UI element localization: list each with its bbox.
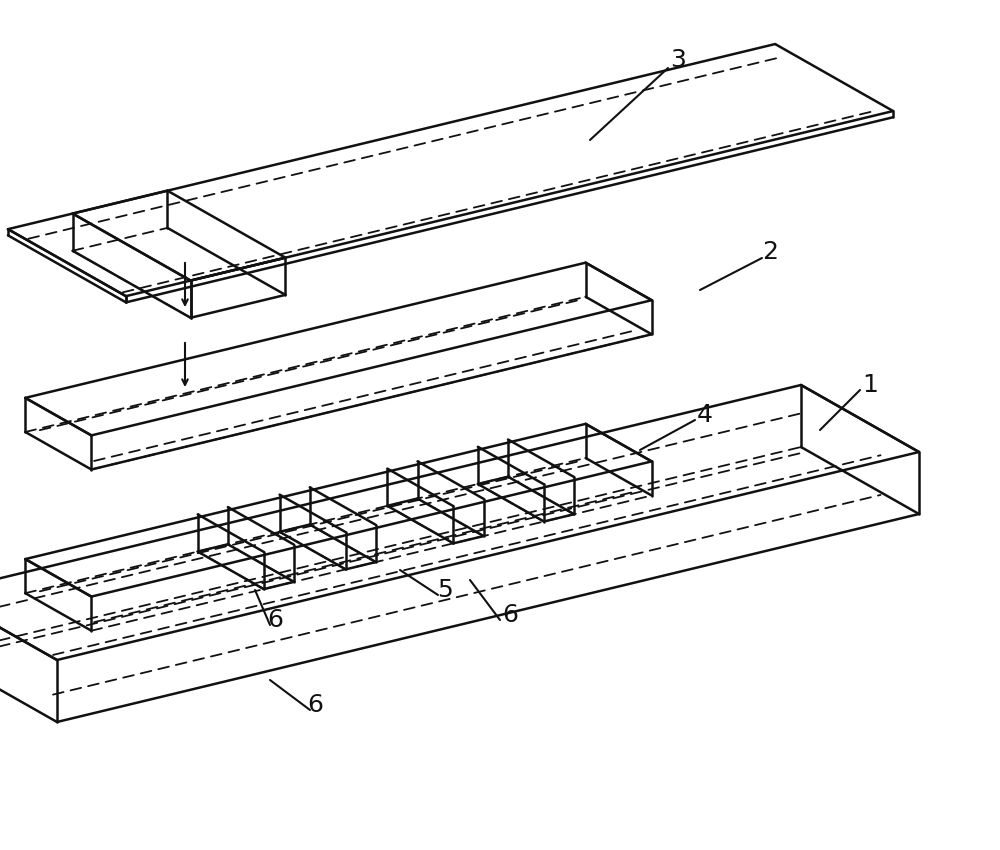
- Text: 3: 3: [670, 48, 686, 72]
- Text: 6: 6: [307, 693, 323, 717]
- Text: 6: 6: [267, 608, 283, 632]
- Text: 2: 2: [762, 240, 778, 264]
- Text: 1: 1: [862, 373, 878, 397]
- Text: 5: 5: [437, 578, 453, 602]
- Text: 6: 6: [502, 603, 518, 627]
- Text: 4: 4: [697, 403, 713, 427]
